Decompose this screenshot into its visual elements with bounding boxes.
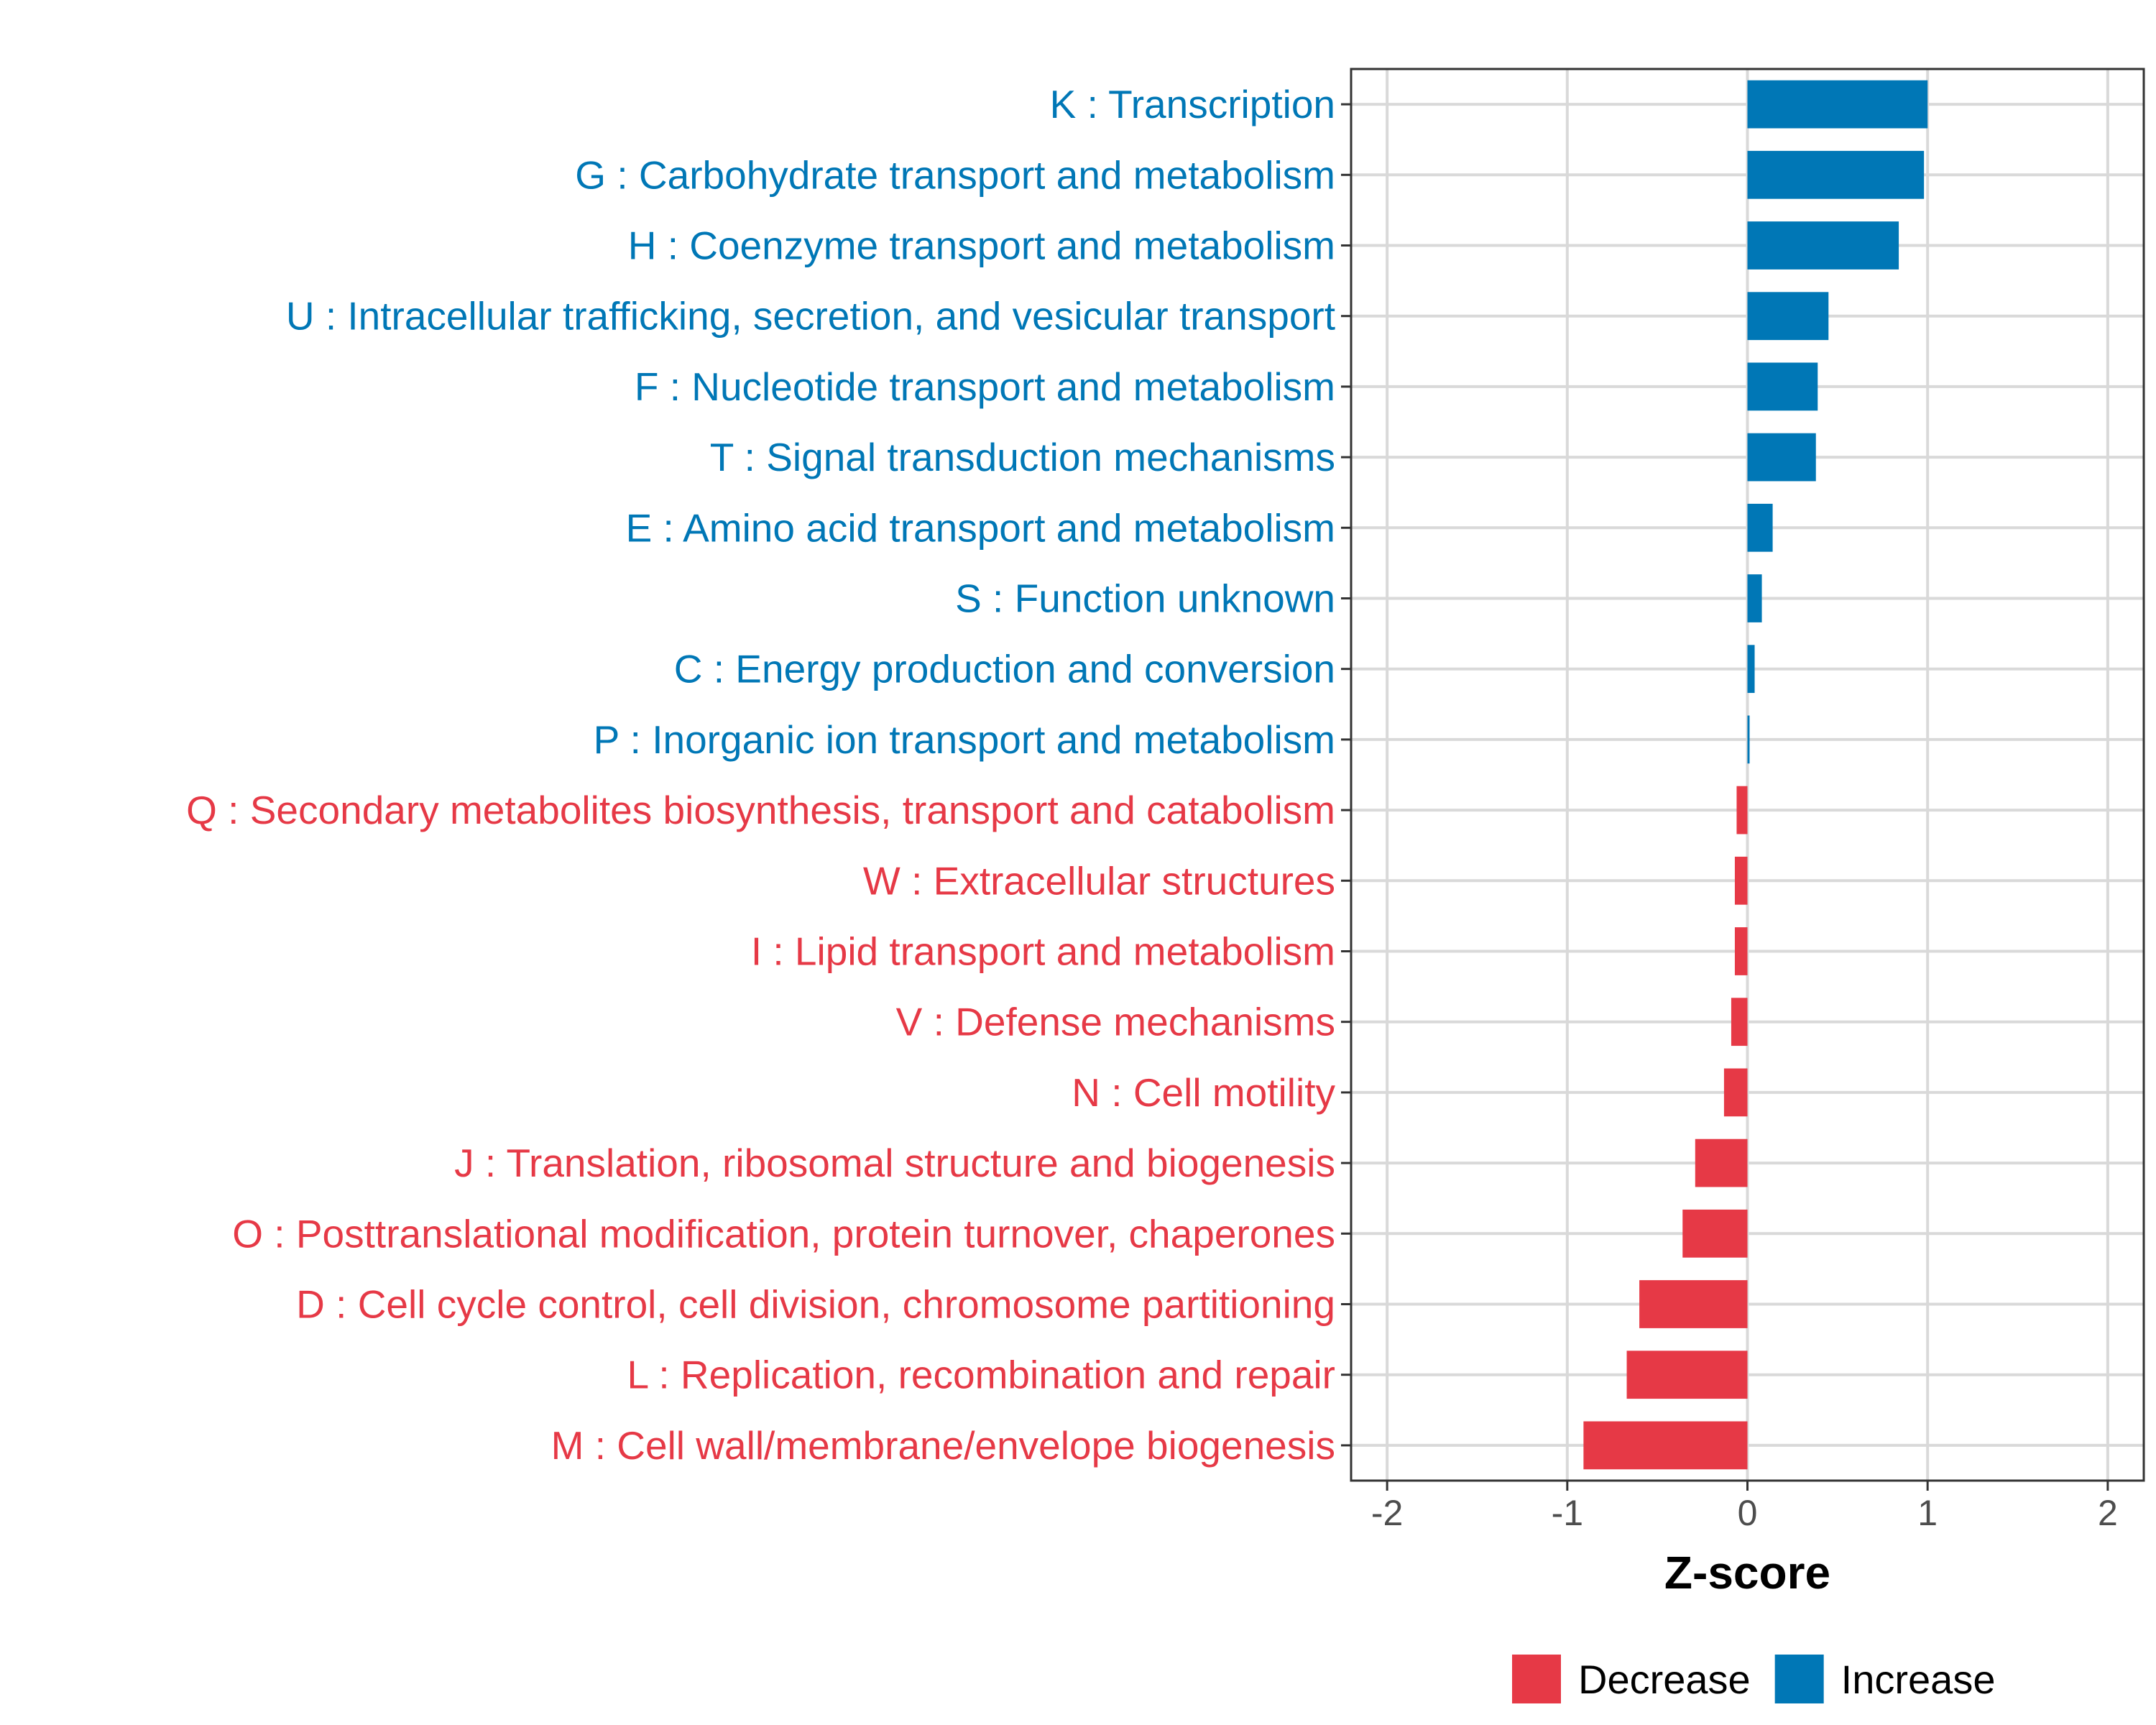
y-axis-ticks [1341,103,1351,1447]
bar [1747,433,1816,482]
category-label: G : Carbohydrate transport and metabolis… [575,152,1335,197]
bar [1734,856,1748,905]
legend-label: Decrease [1578,1657,1751,1702]
bar [1747,574,1762,622]
category-label: J : Translation, ribosomal structure and… [454,1141,1335,1185]
legend-label: Increase [1841,1657,1996,1702]
bar [1747,80,1928,129]
x-tick-label: 1 [1917,1493,1938,1533]
legend-swatch [1774,1655,1824,1703]
category-label: F : Nucleotide transport and metabolism [635,364,1335,409]
bars [1583,80,1928,1470]
category-label: Q : Secondary metabolites biosynthesis, … [186,788,1335,832]
bar [1747,292,1829,341]
bar [1747,150,1925,199]
bar [1682,1209,1748,1258]
category-labels: K : Transcription G : Carbohydrate transp… [186,82,1335,1468]
bar [1695,1138,1748,1187]
x-tick-label: 2 [2098,1493,2118,1533]
bar [1747,362,1818,411]
category-label: U : Intracellular trafficking, secretion… [286,294,1335,339]
x-tick-label: -2 [1371,1493,1403,1533]
x-tick-label: 0 [1738,1493,1758,1533]
category-label: N : Cell motility [1072,1070,1335,1115]
category-label: I : Lipid transport and metabolism [751,929,1335,974]
category-label: O : Posttranslational modification, prot… [232,1211,1335,1256]
legend-swatch [1512,1655,1561,1703]
category-label: W : Extracellular structures [863,858,1335,903]
bar [1731,998,1748,1046]
category-label: P : Inorganic ion transport and metaboli… [594,717,1335,762]
category-label: C : Energy production and conversion [674,647,1335,691]
category-label: K : Transcription [1050,82,1335,126]
bar [1723,1068,1748,1117]
category-label: T : Signal transduction mechanisms [710,435,1335,479]
bar [1639,1280,1748,1328]
bar [1747,503,1773,552]
category-label: D : Cell cycle control, cell division, c… [296,1282,1335,1327]
x-axis-ticks: -2 -1 0 1 2 [1371,1481,2118,1533]
bar [1734,927,1748,975]
bar [1747,645,1755,694]
category-label: H : Coenzyme transport and metabolism [628,224,1335,268]
bar [1583,1421,1748,1470]
x-axis-title: Z-score [1664,1547,1830,1598]
legend: Decrease Increase [1512,1655,1995,1703]
bar [1747,715,1750,764]
bar [1626,1351,1748,1399]
category-label: M : Cell wall/membrane/envelope biogenes… [551,1423,1335,1468]
bar [1747,221,1899,270]
category-label: E : Amino acid transport and metabolism [626,505,1335,550]
category-label: S : Function unknown [955,576,1335,621]
category-label: L : Replication, recombination and repai… [627,1353,1335,1397]
x-tick-label: -1 [1552,1493,1583,1533]
category-label: V : Defense mechanisms [896,1000,1335,1044]
bar [1736,786,1748,834]
